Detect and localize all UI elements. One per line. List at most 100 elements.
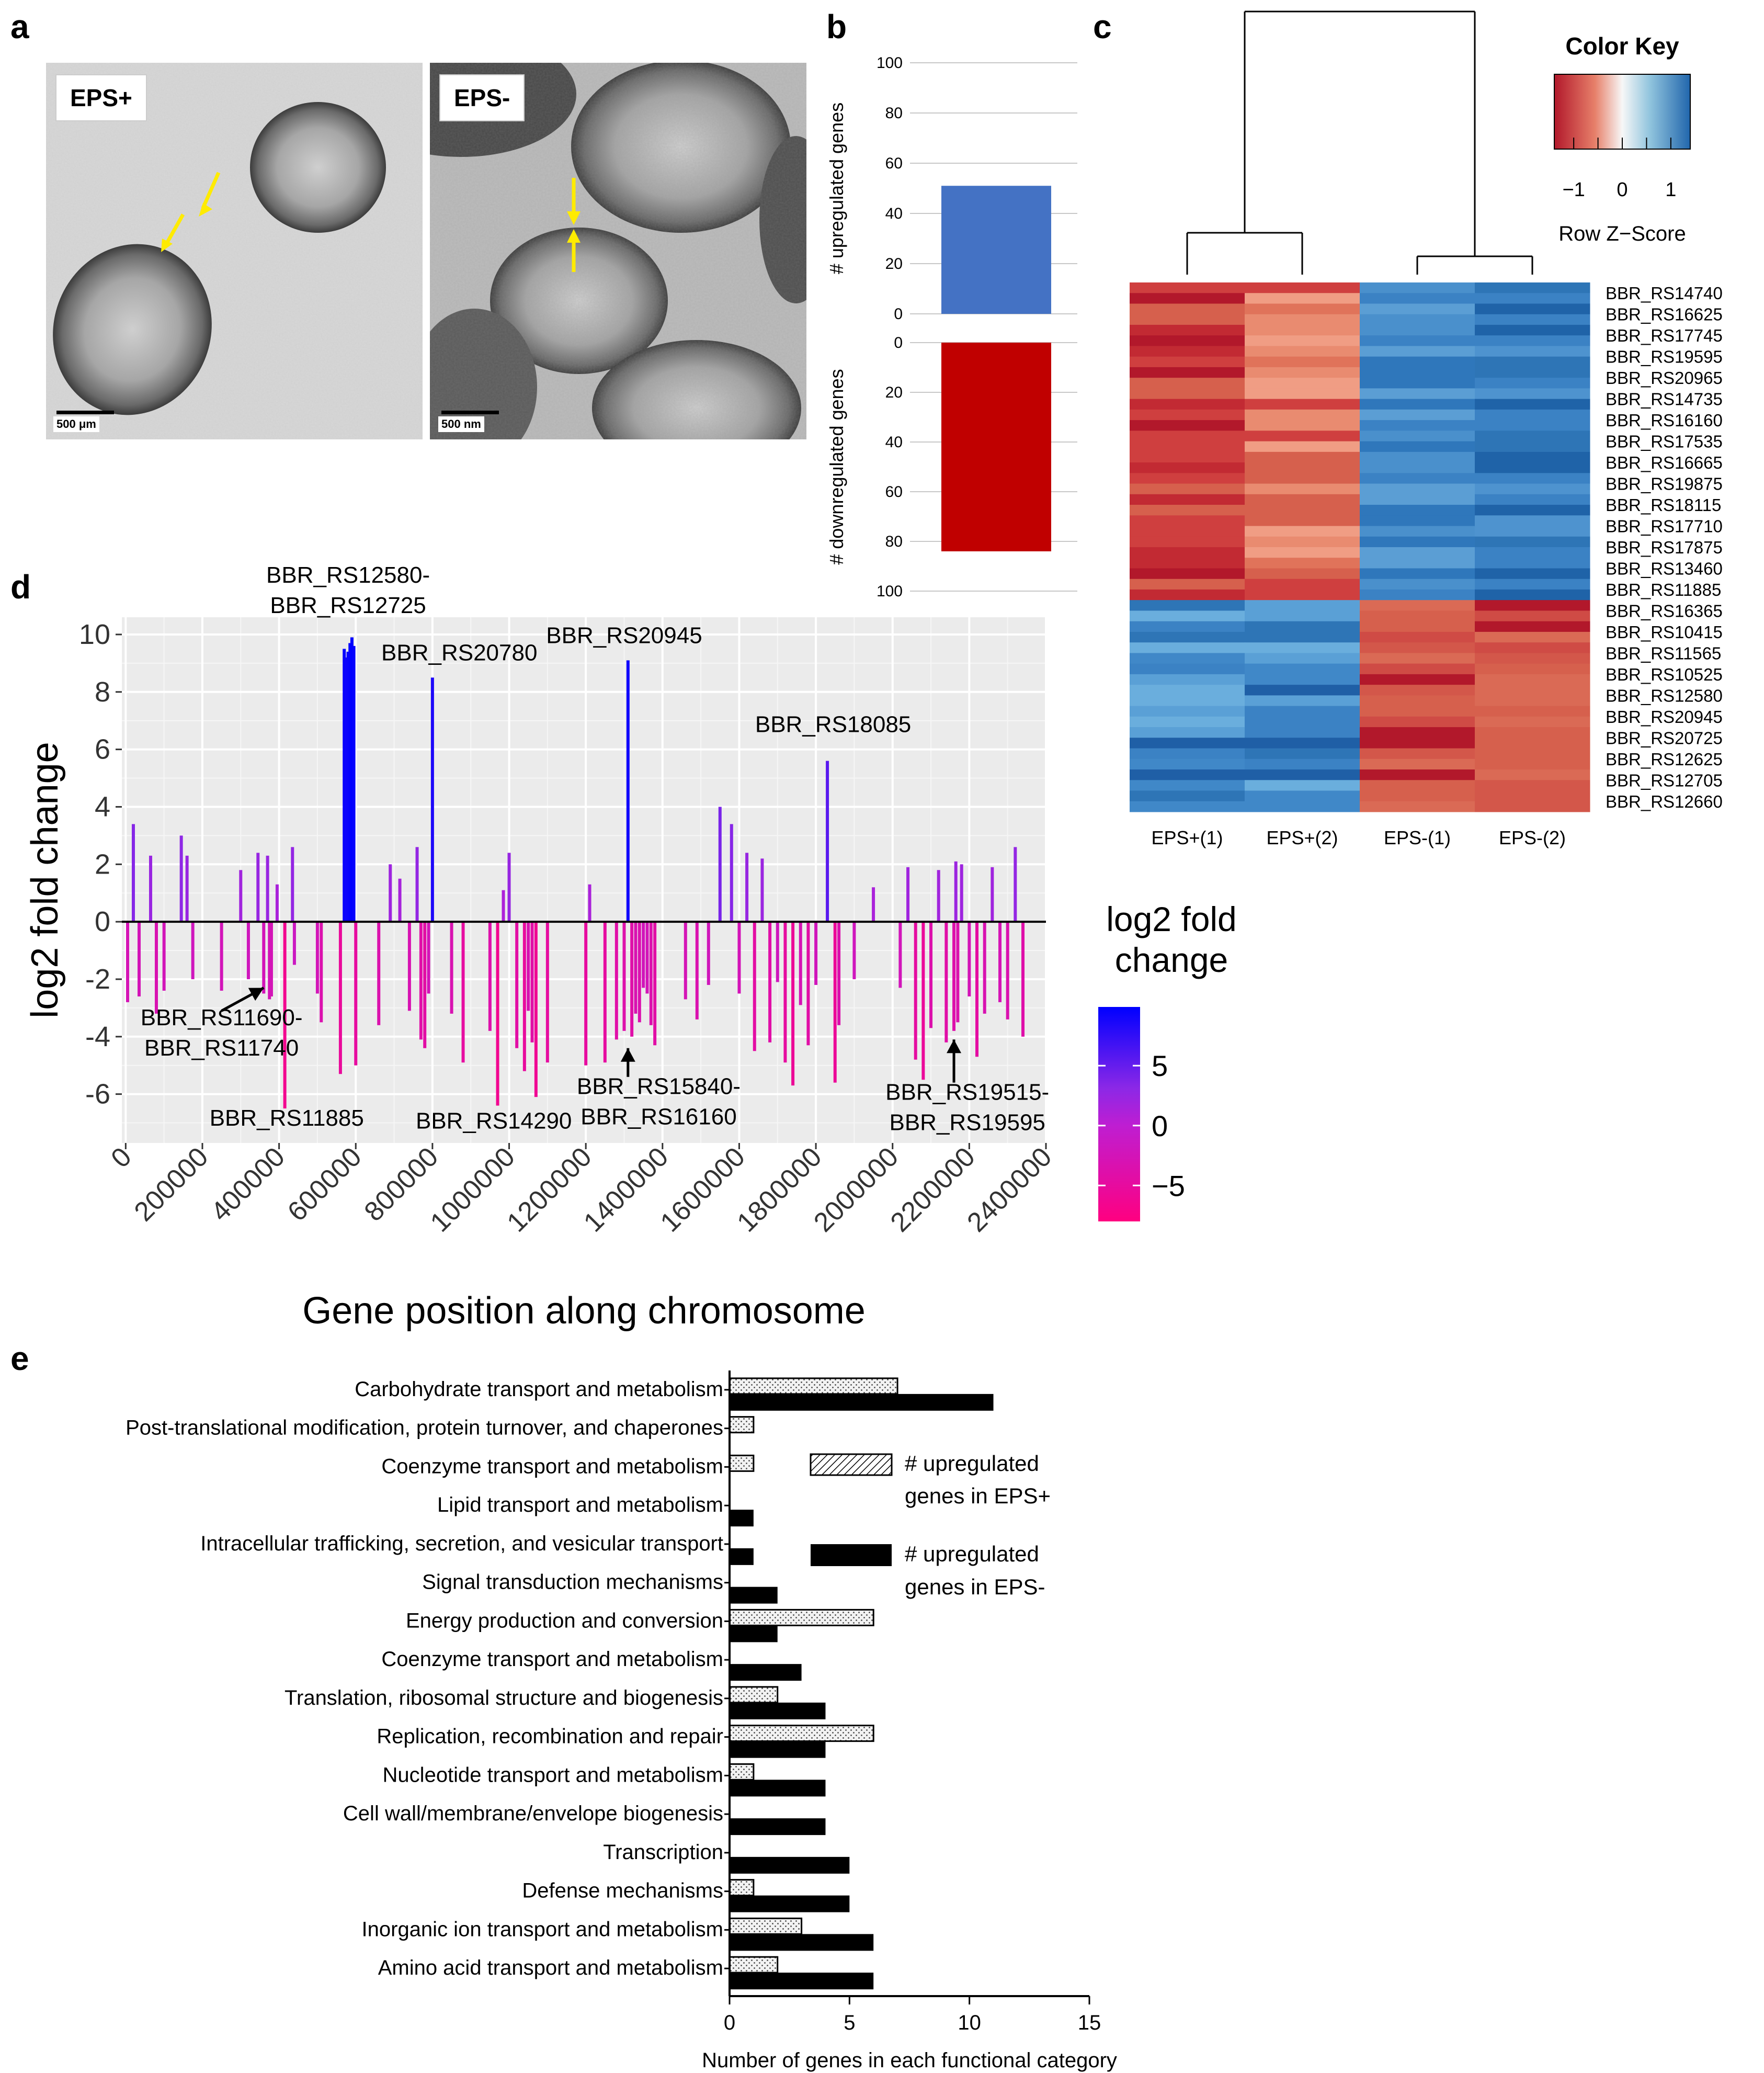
bar — [354, 922, 358, 1066]
heatmap-cell — [1360, 695, 1475, 707]
micrograph-eps-minus: EPS- 500 nm — [346, 31, 833, 476]
heatmap-cell — [1245, 748, 1360, 760]
heatmap-cell — [1245, 558, 1360, 569]
micrograph-noise — [430, 63, 806, 439]
bar — [622, 922, 626, 1031]
legend-label: # upregulated — [905, 1451, 1039, 1476]
heatmap-cell — [1245, 367, 1360, 378]
tick-label: 20 — [885, 255, 903, 273]
bar — [137, 922, 141, 996]
chart-b: 0 20 40 60 80 100 # upregulated genes 0 20 40 60 80… — [826, 54, 1077, 600]
heatmap-cell — [1245, 610, 1360, 622]
tick-label: 60 — [885, 483, 903, 501]
row-label: BBR_RS13460 — [1606, 559, 1723, 578]
heatmap-cell — [1245, 282, 1360, 293]
bar — [527, 922, 530, 1011]
heatmap-cell — [1360, 282, 1475, 293]
category-label: Coenzyme transport and metabolism — [381, 1455, 723, 1478]
arrow-head — [161, 239, 173, 252]
heatmap-cell — [1130, 473, 1245, 484]
heatmap-cell — [1360, 568, 1475, 580]
annotation-label: BBR_RS18085 — [755, 712, 911, 738]
heatmap-cell — [1245, 663, 1360, 675]
color-key-axis-label: Row Z−Score — [1558, 222, 1686, 245]
heatmap-cell — [1475, 600, 1590, 611]
annotation-label: BBR_RS16160 — [581, 1104, 736, 1130]
heatmap-cell — [1475, 367, 1590, 378]
heatmap-cell — [1130, 346, 1245, 357]
category-label: Translation, ribosomal structure and bio… — [284, 1686, 723, 1709]
annotation-arrow-head — [620, 1048, 635, 1062]
heatmap-cell — [1245, 526, 1360, 537]
bar-eps-minus — [730, 1895, 850, 1912]
bar — [737, 922, 741, 994]
chart-d: -6-4-20246810020000040000060000080000010… — [24, 565, 1237, 1332]
heatmap-cell — [1360, 769, 1475, 780]
bar — [419, 922, 423, 1040]
bar — [768, 922, 772, 1043]
row-label: BBR_RS14735 — [1606, 390, 1723, 409]
bar — [292, 922, 296, 965]
heatmap-cell — [1360, 314, 1475, 325]
bar — [799, 922, 802, 1005]
heatmap-cell — [1475, 748, 1590, 760]
bar-eps-minus — [730, 1394, 994, 1411]
bar — [991, 867, 994, 922]
heatmap-cell — [1130, 282, 1245, 293]
bar — [626, 660, 630, 922]
bar — [814, 922, 818, 985]
color-key-title: Color Key — [1565, 32, 1679, 60]
micrograph-eps-plus: EPS+ 500 μm — [46, 63, 423, 439]
bar — [246, 922, 250, 979]
bar — [515, 922, 519, 1048]
y-tick-label: 2 — [95, 848, 110, 880]
tick-label: 0 — [894, 334, 903, 352]
category-label: Energy production and conversion — [406, 1609, 723, 1632]
heatmap-cell — [1360, 324, 1475, 336]
bar — [833, 922, 837, 1083]
row-label: BBR_RS19875 — [1606, 474, 1723, 494]
bar — [998, 922, 1002, 1002]
x-tick-label: 600000 — [282, 1141, 368, 1227]
heatmap-cell — [1475, 695, 1590, 707]
heatmap-cell — [1130, 515, 1245, 527]
bar — [718, 807, 722, 922]
heatmap-cell — [1360, 801, 1475, 812]
bar — [645, 922, 649, 994]
bar — [149, 855, 152, 922]
heatmap-cell — [1245, 642, 1360, 653]
arrow — [201, 172, 221, 209]
heatmap-cell — [1360, 706, 1475, 717]
heatmap-cell — [1245, 388, 1360, 400]
x-tick-label: 15 — [1078, 2011, 1101, 2034]
bar-eps-minus — [730, 1973, 874, 1990]
heatmap-cell — [1245, 378, 1360, 389]
heatmap-cell — [1130, 631, 1245, 643]
heatmap-cell — [1130, 388, 1245, 400]
heatmap-cell — [1245, 505, 1360, 516]
bar — [262, 922, 266, 994]
tick-label: 40 — [885, 205, 903, 222]
heatmap-cell — [1130, 610, 1245, 622]
bar — [352, 645, 356, 922]
heatmap-cell — [1360, 367, 1475, 378]
heatmap-cell — [1360, 483, 1475, 495]
bar — [377, 922, 381, 1025]
bar — [256, 853, 260, 922]
row-label: BBR_RS11565 — [1606, 643, 1721, 663]
row-label: BBR_RS12580 — [1606, 686, 1723, 705]
x-axis-label: Number of genes in each functional categ… — [702, 2049, 1117, 2072]
heatmap-cell — [1360, 505, 1475, 516]
bar — [154, 922, 158, 1014]
heatmap-cell — [1130, 420, 1245, 431]
bar — [291, 847, 294, 922]
heatmap-cell — [1475, 335, 1590, 346]
bar-eps-minus — [730, 1548, 754, 1565]
bar — [968, 922, 971, 996]
chart-e: Carbohydrate transport and metabolism Pos… — [126, 1370, 1117, 2072]
bar — [131, 824, 135, 922]
category-label: Carbohydrate transport and metabolism — [355, 1378, 723, 1401]
heatmap-cell — [1130, 695, 1245, 707]
heatmap-cell — [1360, 526, 1475, 537]
column-label: EPS-(2) — [1499, 827, 1566, 848]
